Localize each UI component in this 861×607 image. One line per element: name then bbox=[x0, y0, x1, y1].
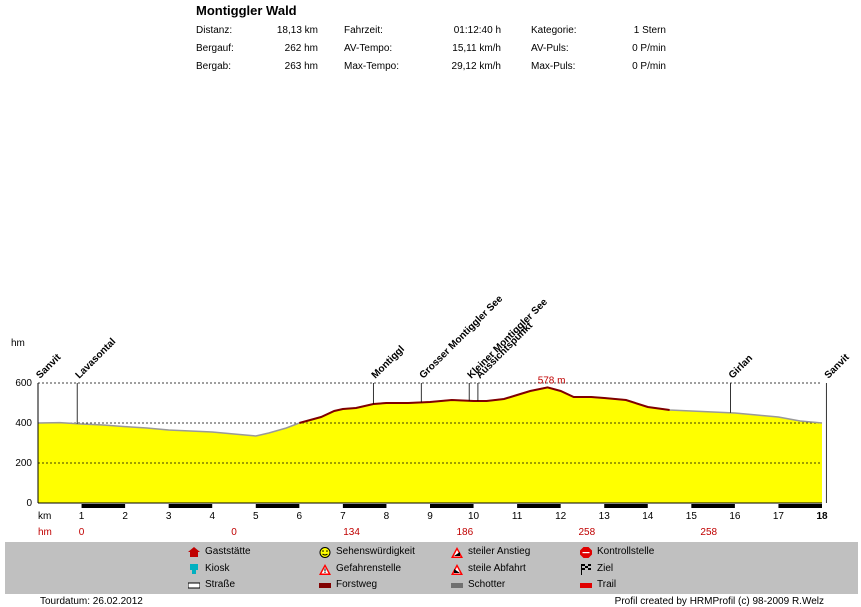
hm-row-value: 0 bbox=[231, 527, 237, 538]
legend-item-sehenswuerdigkeit: Sehenswürdigkeit bbox=[319, 546, 415, 558]
surface-segment bbox=[430, 504, 474, 508]
legend-item-steile-abfahrt: steile Abfahrt bbox=[451, 563, 526, 575]
warning-icon bbox=[319, 563, 331, 575]
x-tick-label: 12 bbox=[555, 511, 567, 522]
peak-label: 578 m bbox=[538, 375, 566, 386]
surface-segment bbox=[604, 504, 648, 508]
forstweg-line bbox=[299, 386, 670, 424]
legend-item-kontrollstelle: Kontrollstelle bbox=[580, 546, 654, 558]
x-tick-label: 18 bbox=[816, 511, 828, 522]
waypoint-label: Montiggl bbox=[370, 344, 407, 381]
steep-descent-icon bbox=[451, 563, 463, 575]
stat-value-bergauf: 262 hm bbox=[284, 43, 318, 54]
legend-item-trail: Trail bbox=[580, 579, 616, 590]
legend-item-ziel: Ziel bbox=[580, 563, 613, 575]
stat-value-max-tempo: 29,12 km/h bbox=[451, 61, 501, 72]
surface-segment bbox=[691, 504, 735, 508]
smiley-icon bbox=[319, 546, 331, 558]
elevation-area bbox=[38, 387, 822, 503]
waypoint-label: Girlan bbox=[727, 353, 755, 381]
x-tick-label: 8 bbox=[384, 511, 390, 522]
y-tick-label: 600 bbox=[15, 378, 32, 389]
trail-icon bbox=[580, 580, 592, 590]
waypoint-label: Sanvit bbox=[823, 352, 852, 381]
stat-value-av-puls: 0 P/min bbox=[632, 43, 666, 54]
legend-item-steiler-anstieg: steiler Anstieg bbox=[451, 546, 530, 558]
legend-item-strasse: Straße bbox=[187, 579, 235, 590]
legend-item-forstweg: Forstweg bbox=[319, 579, 377, 590]
waypoint-label: Sanvit bbox=[34, 352, 63, 381]
x-tick-label: 11 bbox=[512, 511, 523, 522]
steep-climb-icon bbox=[451, 546, 463, 558]
x-tick-label: 9 bbox=[427, 511, 433, 522]
stat-label-kategorie: Kategorie: bbox=[531, 25, 577, 36]
legend-item-gaststaette: Gaststätte bbox=[188, 546, 251, 557]
surface-segment bbox=[255, 504, 300, 508]
surface-segment bbox=[168, 504, 213, 508]
stat-label-max-tempo: Max-Tempo: bbox=[344, 61, 400, 72]
y-tick-label: 0 bbox=[26, 498, 32, 509]
stat-label-av-tempo: AV-Tempo: bbox=[344, 43, 393, 54]
tour-title: Montiggler Wald bbox=[196, 3, 297, 18]
y-axis-label: hm bbox=[11, 338, 25, 349]
road-icon bbox=[187, 580, 201, 590]
stat-value-kategorie: 1 Stern bbox=[633, 25, 666, 36]
x-axis-label: km bbox=[38, 511, 51, 522]
x-tick-label: 10 bbox=[468, 511, 480, 522]
x-tick-label: 17 bbox=[773, 511, 785, 522]
legend-item-gefahrenstelle: Gefahrenstelle bbox=[319, 563, 401, 575]
x-tick-label: 14 bbox=[642, 511, 654, 522]
hm-row-value: 186 bbox=[457, 527, 474, 538]
hm-row-value: 0 bbox=[79, 527, 85, 538]
surface-segment bbox=[342, 504, 387, 508]
stat-value-fahrzeit: 01:12:40 h bbox=[453, 25, 501, 36]
waypoint-label: Aussichtspunkt bbox=[474, 320, 535, 381]
gravel-icon bbox=[451, 580, 463, 590]
y-tick-label: 200 bbox=[15, 458, 32, 469]
legend-bar: Gaststätte Kiosk Straße Sehenswürdigkeit… bbox=[5, 542, 858, 594]
stat-value-max-puls: 0 P/min bbox=[632, 61, 666, 72]
stat-value-av-tempo: 15,11 km/h bbox=[452, 43, 501, 54]
stat-label-distanz: Distanz: bbox=[196, 25, 233, 36]
legend-item-kiosk: Kiosk bbox=[188, 563, 229, 574]
x-tick-label: 5 bbox=[253, 511, 259, 522]
stat-label-bergab: Bergab: bbox=[196, 61, 232, 72]
stat-label-fahrzeit: Fahrzeit: bbox=[344, 25, 383, 36]
hm-row-value: 258 bbox=[700, 527, 717, 538]
surface-segment bbox=[81, 504, 126, 508]
x-tick-label: 1 bbox=[79, 511, 85, 522]
x-tick-label: 15 bbox=[686, 511, 698, 522]
credit-text: Profil created by HRMProfil (c) 98-2009 … bbox=[614, 596, 824, 607]
hm-row-value: 258 bbox=[578, 527, 595, 538]
x-tick-label: 6 bbox=[297, 511, 303, 522]
stat-value-distanz: 18,13 km bbox=[276, 25, 318, 36]
waypoint-label: Lavasontal bbox=[74, 336, 119, 381]
x-tick-label: 13 bbox=[599, 511, 611, 522]
x-tick-label: 4 bbox=[209, 511, 215, 522]
stop-icon bbox=[580, 546, 592, 558]
stat-value-bergab: 263 hm bbox=[284, 61, 318, 72]
surface-segment bbox=[778, 504, 822, 508]
stat-label-bergauf: Bergauf: bbox=[196, 43, 234, 54]
x-tick-label: 7 bbox=[340, 511, 346, 522]
forest-road-icon bbox=[319, 580, 331, 590]
stat-label-max-puls: Max-Puls: bbox=[531, 61, 576, 72]
surface-segment bbox=[517, 504, 561, 508]
finish-flag-icon bbox=[580, 563, 592, 575]
x-tick-label: 2 bbox=[122, 511, 128, 522]
house-icon bbox=[188, 546, 200, 557]
kiosk-icon bbox=[188, 563, 200, 574]
x-tick-label: 3 bbox=[166, 511, 172, 522]
tour-date: Tourdatum: 26.02.2012 bbox=[40, 596, 143, 607]
y-tick-label: 400 bbox=[15, 418, 32, 429]
legend-item-schotter: Schotter bbox=[451, 579, 505, 590]
hm-row-label: hm bbox=[38, 527, 52, 538]
x-tick-label: 16 bbox=[729, 511, 741, 522]
hm-row-value: 134 bbox=[343, 527, 360, 538]
stat-label-av-puls: AV-Puls: bbox=[531, 43, 569, 54]
